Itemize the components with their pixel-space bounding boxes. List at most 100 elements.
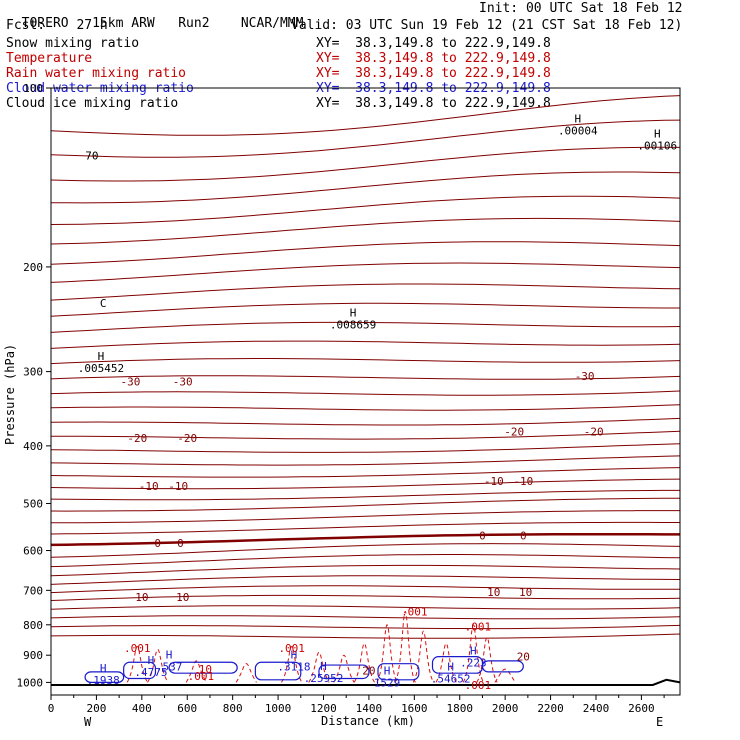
rain-contour-line: [281, 645, 303, 683]
temperature-contour-label: -30: [575, 370, 595, 383]
high-value-label: .00106: [637, 140, 677, 153]
high-marker: H: [100, 662, 107, 675]
isotherm-line: [50, 478, 681, 490]
temperature-contour-label: 20: [517, 651, 530, 664]
temperature-contour-label: -10: [484, 475, 504, 488]
high-marker: H: [470, 644, 477, 657]
fcst-value: 27 h: [76, 18, 108, 33]
isotherm-line: [50, 575, 681, 585]
high-value-label: .00004: [558, 125, 598, 138]
rain-contour-line: [394, 611, 416, 683]
temperature-contour-label: 10: [135, 591, 148, 604]
field-name-temperature: Temperature: [6, 51, 93, 66]
isotherm-line: [50, 404, 681, 411]
rain-contour-label: .001: [188, 670, 215, 683]
rain-contour-line: [333, 654, 355, 683]
cloud-water-contours: [84, 656, 524, 684]
rain-contour-line: [308, 651, 330, 683]
isotherm-line: [50, 615, 681, 620]
cloud-water-contour: [254, 661, 302, 681]
isotherm-line: [50, 489, 680, 501]
isotherm-line: [50, 497, 681, 512]
x-tick-label: 2200: [537, 702, 564, 715]
cloud-water-contour: [123, 661, 157, 680]
rain-contour-line: [147, 648, 169, 683]
isotherm-line: [50, 532, 680, 547]
isotherm-line: [50, 283, 681, 301]
high-value-label: .537: [156, 660, 183, 673]
ground-line: [51, 678, 681, 686]
temperature-contour-label: 10: [487, 586, 500, 599]
y-tick-label: 500: [23, 497, 43, 510]
cloud-water-contour: [318, 664, 370, 680]
forecast-hour: Fcst: 27 h: [6, 18, 108, 33]
temperature-contour-label: 0: [177, 537, 184, 550]
fcst-label: Fcst:: [6, 18, 46, 33]
model-org: NCAR/MMM: [240, 16, 304, 31]
y-tick-label: 900: [23, 649, 43, 662]
y-tick-label: 1000: [17, 676, 44, 689]
isotherm-line: [50, 217, 681, 245]
x-tick-label: 1400: [356, 702, 383, 715]
cloud-water-contour: [481, 660, 524, 673]
isotherm-line: [50, 146, 681, 182]
isotherm-line: [50, 594, 681, 601]
terrain-outline: [51, 678, 681, 686]
high-value-label: .005452: [78, 362, 124, 375]
isotherm-line: [50, 633, 681, 639]
isotherm-line: [50, 241, 681, 265]
high-marker: H: [148, 654, 155, 667]
field-xy-temperature: XY= 38.3,149.8 to 222.9,149.8: [316, 51, 551, 66]
x-axis-label: Distance (km): [321, 714, 415, 728]
high-value-label: .25952: [304, 672, 344, 685]
y-tick-label: 100: [23, 82, 43, 95]
field-name-snow: Snow mixing ratio: [6, 36, 140, 51]
high-value-label: .4775: [134, 666, 167, 679]
misc-contour-label: C: [100, 297, 107, 310]
temperature-contour-label: 10: [519, 586, 532, 599]
temperature-contour-label: -10: [513, 475, 533, 488]
rain-contour-line: [462, 624, 485, 683]
high-value-label: .008659: [330, 319, 376, 332]
isotherm-line: [50, 195, 681, 225]
x-tick-label: 800: [223, 702, 243, 715]
rain-contour-line: [126, 645, 148, 683]
rain-contour-line: [235, 663, 257, 683]
high-marker: H: [291, 648, 298, 661]
field-xy-cloud-ice: XY= 38.3,149.8 to 222.9,149.8: [316, 96, 551, 111]
y-tick-label: 300: [23, 366, 43, 379]
isotherm-line: [50, 262, 681, 283]
isotherm-line: [50, 554, 681, 568]
x-tick-label: 600: [177, 702, 197, 715]
model-title: TORERO 15km ARW Run2 NCAR/MMM: [6, 1, 304, 31]
x-tick-label: 1200: [310, 702, 337, 715]
y-axis-label: Pressure (hPa): [3, 344, 17, 445]
y-axis: 100 200 300 400 500 600 700 800 900 1000: [17, 82, 51, 689]
high-marker: H: [447, 661, 454, 674]
x-axis-right-end: E: [656, 715, 663, 729]
temperature-contour-label: 0: [154, 537, 161, 550]
rain-contour-label: .001: [401, 606, 428, 619]
rain-contour-label: 10: [199, 663, 212, 676]
y-tick-label: 700: [23, 584, 43, 597]
x-tick-label: 1800: [446, 702, 473, 715]
isotherm-line: [50, 521, 680, 535]
high-marker: H: [384, 664, 391, 677]
isotherm-line: [50, 455, 681, 466]
temperature-contour-label: -30: [121, 376, 141, 389]
isotherm-line: [50, 321, 681, 333]
isotherm-line: [50, 624, 681, 630]
cloud-water-contour: [84, 671, 125, 684]
field-name-rain: Rain water mixing ratio: [6, 66, 187, 81]
x-tick-label: 2000: [492, 702, 519, 715]
high-value-label: .223: [460, 656, 487, 669]
rain-mixing-contours: [126, 611, 516, 683]
isotherm-line: [50, 564, 681, 577]
rain-contour-label: .001: [465, 620, 492, 633]
isotherm-line: [50, 585, 681, 594]
rain-contour-line: [476, 636, 498, 683]
isotherm-line: [50, 417, 681, 426]
high-marker: H: [166, 648, 173, 661]
plot-frame: [50, 87, 681, 696]
isotherm-line: [50, 390, 681, 396]
